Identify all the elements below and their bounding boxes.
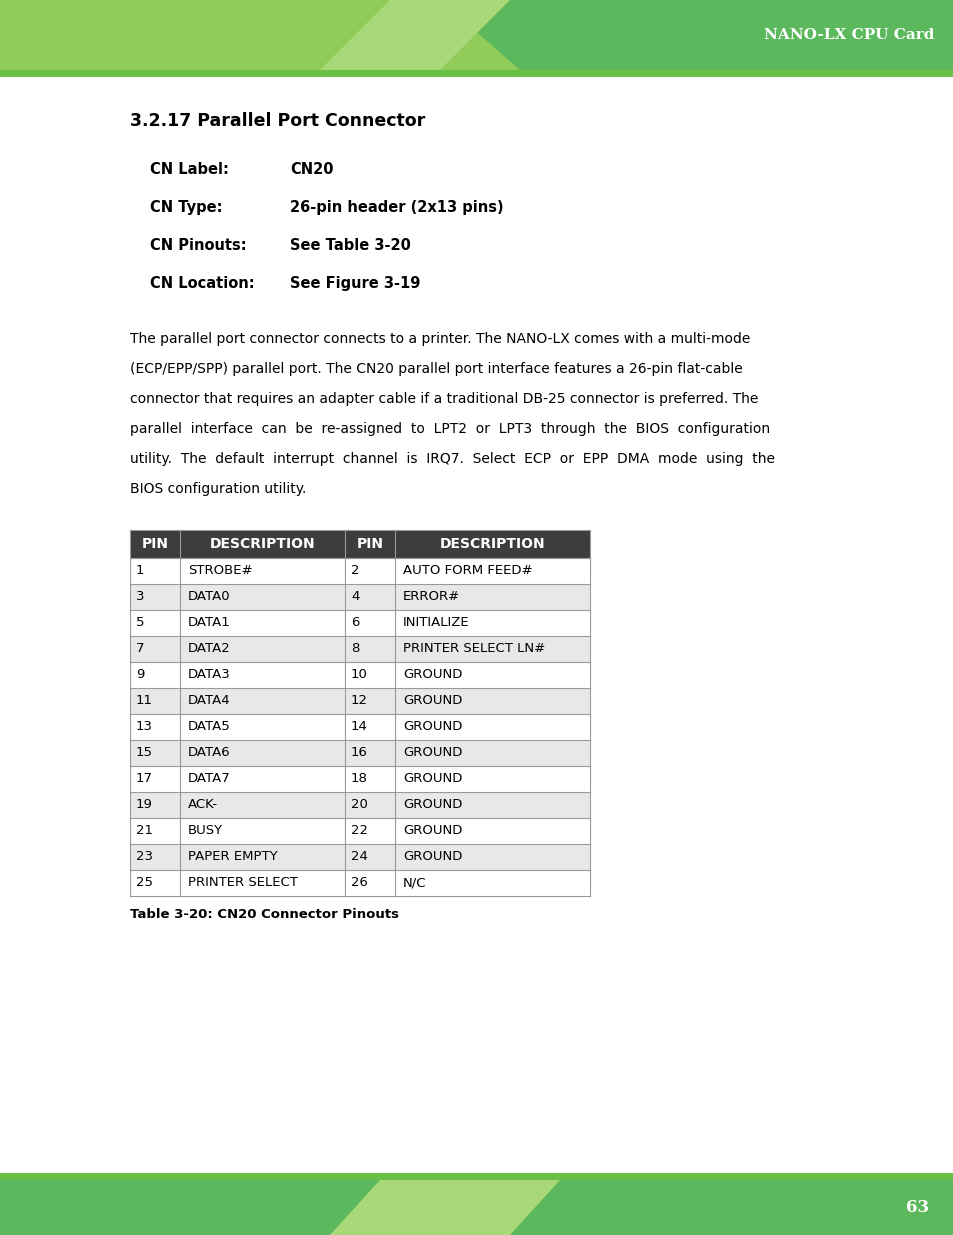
Text: PRINTER SELECT: PRINTER SELECT bbox=[188, 877, 297, 889]
Bar bbox=[130, 740, 589, 766]
Text: PIN: PIN bbox=[141, 537, 169, 551]
Text: DESCRIPTION: DESCRIPTION bbox=[439, 537, 545, 551]
Bar bbox=[0, 70, 953, 77]
Text: 21: 21 bbox=[136, 825, 152, 837]
Text: 26-pin header (2x13 pins): 26-pin header (2x13 pins) bbox=[290, 200, 503, 215]
Text: DATA7: DATA7 bbox=[188, 773, 231, 785]
Text: connector that requires an adapter cable if a traditional DB-25 connector is pre: connector that requires an adapter cable… bbox=[130, 391, 758, 406]
Text: 24: 24 bbox=[351, 851, 368, 863]
Text: 3: 3 bbox=[136, 590, 144, 604]
Text: INITIALIZE: INITIALIZE bbox=[402, 616, 469, 630]
Text: utility.  The  default  interrupt  channel  is  IRQ7.  Select  ECP  or  EPP  DMA: utility. The default interrupt channel i… bbox=[130, 452, 774, 466]
Text: GROUND: GROUND bbox=[402, 668, 462, 682]
Text: 10: 10 bbox=[351, 668, 368, 682]
Text: 15: 15 bbox=[136, 746, 152, 760]
Text: GROUND: GROUND bbox=[402, 825, 462, 837]
Text: N/C: N/C bbox=[402, 877, 426, 889]
Text: 9: 9 bbox=[136, 668, 144, 682]
Text: 7: 7 bbox=[136, 642, 144, 656]
Bar bbox=[130, 584, 589, 610]
Text: 63: 63 bbox=[905, 1199, 928, 1216]
Text: 12: 12 bbox=[351, 694, 368, 708]
Text: PAPER EMPTY: PAPER EMPTY bbox=[188, 851, 277, 863]
Bar bbox=[130, 818, 589, 844]
Text: 25: 25 bbox=[136, 877, 152, 889]
Text: 11: 11 bbox=[136, 694, 152, 708]
Text: CN Location:: CN Location: bbox=[150, 275, 254, 291]
Text: 19: 19 bbox=[136, 799, 152, 811]
Text: 20: 20 bbox=[351, 799, 368, 811]
Text: 6: 6 bbox=[351, 616, 359, 630]
Bar bbox=[130, 792, 589, 818]
Text: DATA1: DATA1 bbox=[188, 616, 231, 630]
Text: (ECP/EPP/SPP) parallel port. The CN20 parallel port interface features a 26-pin : (ECP/EPP/SPP) parallel port. The CN20 pa… bbox=[130, 362, 742, 375]
Bar bbox=[130, 766, 589, 792]
Text: GROUND: GROUND bbox=[402, 720, 462, 734]
Text: The parallel port connector connects to a printer. The NANO-LX comes with a mult: The parallel port connector connects to … bbox=[130, 332, 750, 346]
Text: DATA5: DATA5 bbox=[188, 720, 231, 734]
Text: CN Type:: CN Type: bbox=[150, 200, 222, 215]
Text: 2: 2 bbox=[351, 564, 359, 578]
Text: 13: 13 bbox=[136, 720, 152, 734]
Text: AUTO FORM FEED#: AUTO FORM FEED# bbox=[402, 564, 532, 578]
Text: STROBE#: STROBE# bbox=[188, 564, 253, 578]
Text: 18: 18 bbox=[351, 773, 368, 785]
Text: 1: 1 bbox=[136, 564, 144, 578]
Text: CN Pinouts:: CN Pinouts: bbox=[150, 238, 247, 253]
Bar bbox=[130, 844, 589, 869]
Bar bbox=[130, 688, 589, 714]
Text: 16: 16 bbox=[351, 746, 368, 760]
Text: parallel  interface  can  be  re-assigned  to  LPT2  or  LPT3  through  the  BIO: parallel interface can be re-assigned to… bbox=[130, 422, 769, 436]
Text: 26: 26 bbox=[351, 877, 368, 889]
Text: CN Label:: CN Label: bbox=[150, 162, 229, 177]
Text: DATA0: DATA0 bbox=[188, 590, 231, 604]
Text: 3.2.17 Parallel Port Connector: 3.2.17 Parallel Port Connector bbox=[130, 112, 425, 130]
Text: PRINTER SELECT LN#: PRINTER SELECT LN# bbox=[402, 642, 545, 656]
Text: See Figure 3-19: See Figure 3-19 bbox=[290, 275, 420, 291]
Text: 8: 8 bbox=[351, 642, 359, 656]
Text: GROUND: GROUND bbox=[402, 799, 462, 811]
Text: NANO-LX CPU Card: NANO-LX CPU Card bbox=[762, 28, 933, 42]
Text: Table 3-20: CN20 Connector Pinouts: Table 3-20: CN20 Connector Pinouts bbox=[130, 908, 398, 921]
Text: DATA4: DATA4 bbox=[188, 694, 231, 708]
Text: DATA3: DATA3 bbox=[188, 668, 231, 682]
Bar bbox=[0, 0, 953, 70]
Text: DATA6: DATA6 bbox=[188, 746, 231, 760]
Bar bbox=[130, 558, 589, 584]
Text: BIOS configuration utility.: BIOS configuration utility. bbox=[130, 482, 306, 496]
Bar bbox=[130, 714, 589, 740]
Bar bbox=[130, 869, 589, 897]
Text: ERROR#: ERROR# bbox=[402, 590, 459, 604]
Text: 4: 4 bbox=[351, 590, 359, 604]
Text: 14: 14 bbox=[351, 720, 368, 734]
Text: GROUND: GROUND bbox=[402, 746, 462, 760]
Text: CN20: CN20 bbox=[290, 162, 334, 177]
Text: GROUND: GROUND bbox=[402, 851, 462, 863]
Text: DESCRIPTION: DESCRIPTION bbox=[210, 537, 315, 551]
Text: PIN: PIN bbox=[356, 537, 383, 551]
Text: DATA2: DATA2 bbox=[188, 642, 231, 656]
Text: 23: 23 bbox=[136, 851, 152, 863]
Text: ACK-: ACK- bbox=[188, 799, 218, 811]
Text: GROUND: GROUND bbox=[402, 773, 462, 785]
Bar bbox=[130, 530, 589, 558]
Text: See Table 3-20: See Table 3-20 bbox=[290, 238, 411, 253]
Text: 22: 22 bbox=[351, 825, 368, 837]
Bar bbox=[130, 662, 589, 688]
Polygon shape bbox=[319, 0, 510, 70]
Bar bbox=[130, 610, 589, 636]
Text: 17: 17 bbox=[136, 773, 152, 785]
Text: BUSY: BUSY bbox=[188, 825, 223, 837]
Text: GROUND: GROUND bbox=[402, 694, 462, 708]
Bar bbox=[0, 1173, 953, 1179]
Polygon shape bbox=[439, 0, 953, 70]
Polygon shape bbox=[330, 1179, 559, 1235]
Text: 5: 5 bbox=[136, 616, 144, 630]
Bar bbox=[0, 1179, 953, 1235]
Bar bbox=[130, 636, 589, 662]
